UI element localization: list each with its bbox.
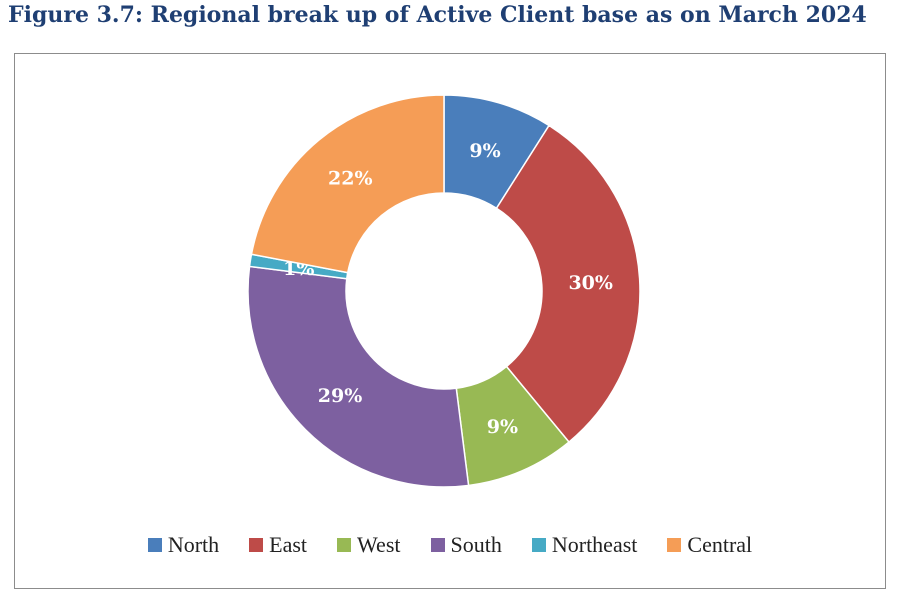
legend-item-central: Central [667, 532, 752, 558]
legend-item-northeast: Northeast [531, 532, 638, 558]
legend-label: West [357, 532, 401, 557]
legend-swatch [337, 538, 352, 552]
legend-item-west: West [337, 532, 401, 558]
donut-chart: 9%30%9%29%1%22% [247, 94, 641, 488]
legend-swatch [667, 538, 682, 552]
chart-legend: North East West South Northeast Central [15, 532, 885, 558]
legend-swatch [147, 538, 162, 552]
legend-label: Northeast [551, 532, 638, 557]
legend-item-north: North [147, 532, 220, 558]
legend-label: East [269, 532, 308, 557]
chart-title: Figure 3.7: Regional break up of Active … [8, 2, 867, 28]
slice-central [250, 94, 445, 274]
data-label-west: 9% [487, 416, 518, 438]
data-label-north: 9% [469, 140, 500, 162]
legend-item-east: East [249, 532, 307, 558]
data-label-south: 29% [318, 385, 363, 407]
legend-swatch [249, 538, 264, 552]
slice-south [247, 265, 470, 488]
legend-swatch [531, 538, 546, 552]
slice-east [495, 124, 641, 444]
data-label-central: 22% [328, 168, 373, 190]
chart-area: 9% 30% 9% 29% 1% 22% North East West South Northe… [14, 53, 886, 589]
legend-label: South [450, 532, 502, 557]
legend-label: North [167, 532, 220, 557]
legend-item-south: South [430, 532, 502, 558]
legend-swatch [430, 538, 445, 552]
data-label-east: 30% [568, 272, 613, 294]
legend-label: Central [687, 532, 753, 557]
